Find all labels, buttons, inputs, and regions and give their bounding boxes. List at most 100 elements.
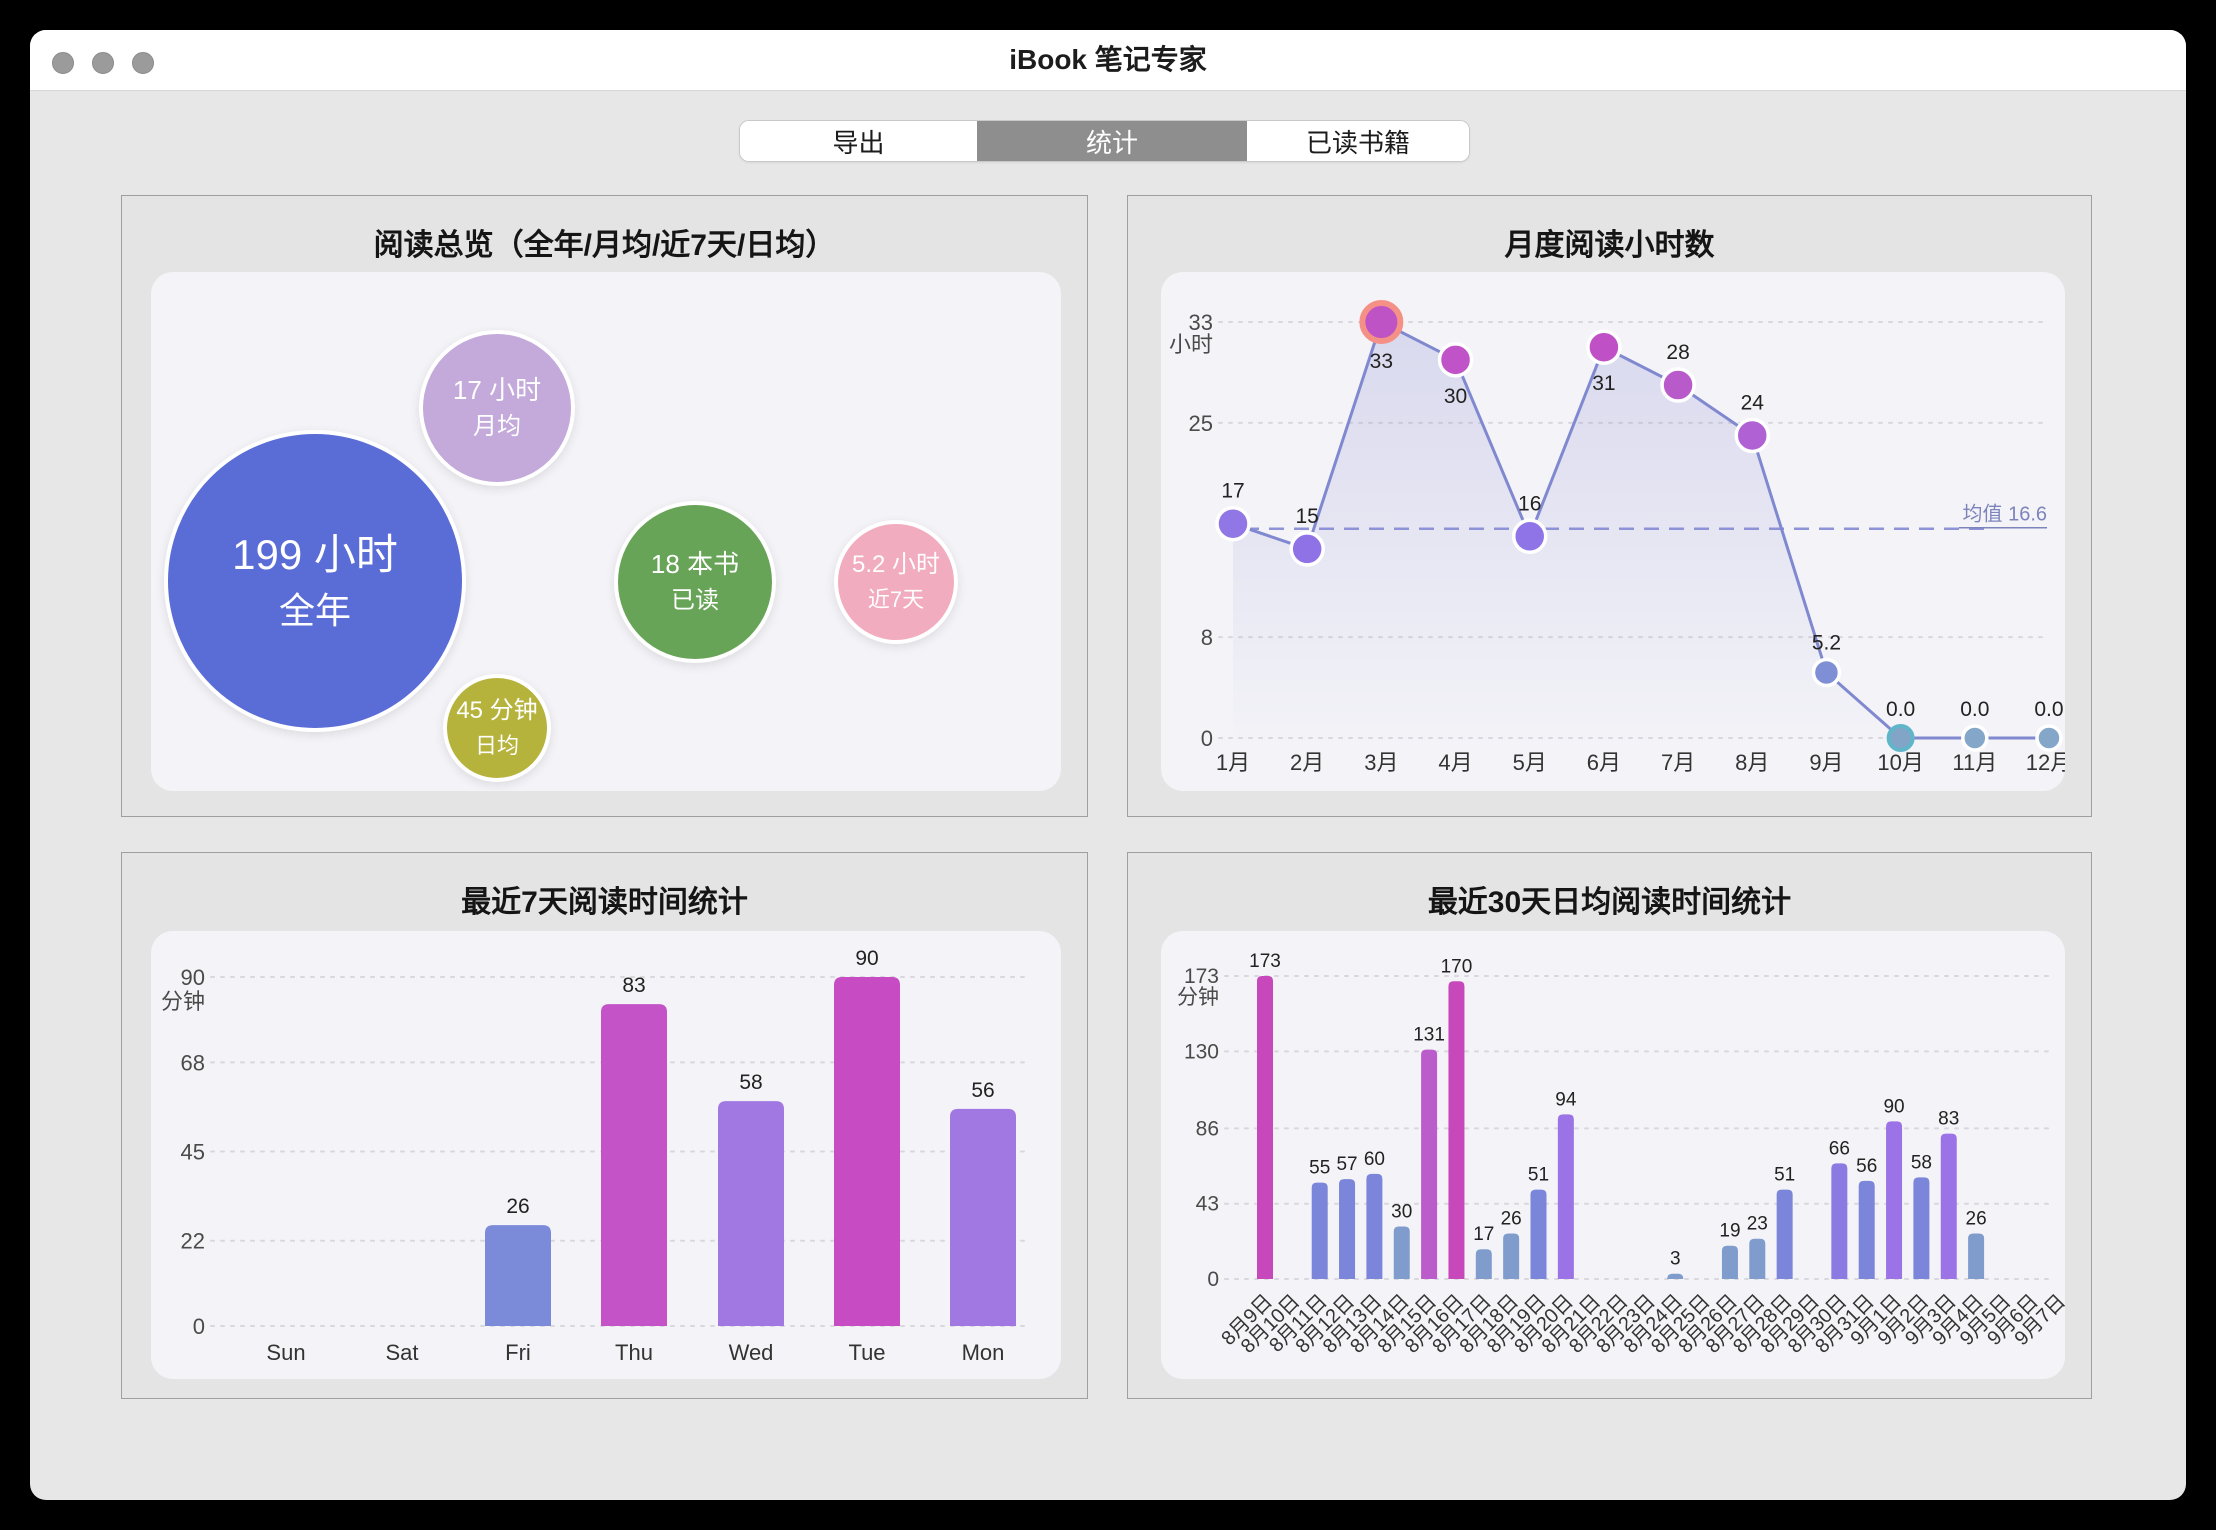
title-bar: iBook 笔记专家 <box>30 30 2186 91</box>
bar[interactable] <box>1858 1180 1875 1279</box>
bubble-label: 全年 <box>278 589 351 631</box>
bar[interactable] <box>1831 1163 1848 1279</box>
panel-overview: 阅读总览（全年/月均/近7天/日均） 199 小时 全年 17 小时 月均 18 本书已… <box>121 195 1088 817</box>
x-axis-label: Thu <box>615 1340 653 1365</box>
point-value-label: 30 <box>1444 385 1467 408</box>
x-axis-label: Mon <box>962 1340 1005 1365</box>
bar[interactable] <box>834 977 900 1326</box>
bar[interactable] <box>1448 981 1465 1279</box>
bar-value-label: 60 <box>1364 1149 1385 1170</box>
data-point[interactable] <box>1811 657 1842 688</box>
svg-text:68: 68 <box>181 1050 205 1075</box>
bubble-value: 18 本书 <box>650 548 740 579</box>
bar[interactable] <box>1776 1189 1793 1279</box>
svg-text:22: 22 <box>181 1229 205 1254</box>
area-fill <box>1233 322 2049 738</box>
x-axis-label: Sat <box>385 1340 418 1365</box>
stat-bubble: 199 小时 全年 <box>164 430 466 732</box>
close-window-button[interactable] <box>52 52 74 74</box>
point-value-label: 0.0 <box>2034 698 2063 721</box>
svg-text:90: 90 <box>181 965 205 990</box>
svg-text:173: 173 <box>1184 965 1219 988</box>
bar-value-label: 26 <box>506 1195 529 1218</box>
bar-value-label: 51 <box>1774 1165 1795 1186</box>
svg-text:分钟: 分钟 <box>161 989 205 1014</box>
tab-export[interactable]: 导出 <box>740 121 977 161</box>
bar-value-label: 26 <box>1966 1208 1987 1229</box>
bar-value-label: 51 <box>1528 1165 1549 1186</box>
tab-read-books[interactable]: 已读书籍 <box>1247 121 1469 161</box>
data-point[interactable] <box>1886 724 1915 752</box>
x-axis-label: 7月 <box>1661 750 1695 775</box>
bubble-value: 45 分钟 <box>456 697 538 725</box>
x-axis-label: 8月 <box>1735 750 1769 775</box>
svg-text:8: 8 <box>1201 625 1213 650</box>
svg-text:130: 130 <box>1184 1040 1219 1063</box>
bar[interactable] <box>1557 1114 1574 1279</box>
x-axis-label: 10月 <box>1877 750 1923 775</box>
bar[interactable] <box>718 1101 784 1326</box>
minimize-window-button[interactable] <box>92 52 114 74</box>
bar[interactable] <box>601 1004 667 1326</box>
data-point[interactable] <box>1660 367 1696 403</box>
bar[interactable] <box>1968 1233 1985 1279</box>
weekly-bar-chart: 0 22 45 68 90 分钟 Sun Sat 26 Fri 83 Thu 58 Wed 90 Tue 56 M… <box>151 931 1061 1379</box>
bar[interactable] <box>950 1108 1016 1326</box>
data-point[interactable] <box>1734 417 1771 454</box>
bar-value-label: 56 <box>971 1079 994 1102</box>
bar[interactable] <box>1913 1177 1930 1279</box>
data-point[interactable] <box>1359 300 1404 345</box>
bar[interactable] <box>1393 1226 1410 1279</box>
point-value-label: 16 <box>1518 492 1541 515</box>
x-axis-label: 3月 <box>1364 750 1398 775</box>
data-point[interactable] <box>1511 518 1548 555</box>
tab-stats[interactable]: 统计 <box>977 121 1247 161</box>
x-axis-label: Wed <box>729 1340 774 1365</box>
point-value-label: 33 <box>1370 350 1393 373</box>
data-point[interactable] <box>1961 724 1989 752</box>
bar-value-label: 66 <box>1829 1138 1850 1159</box>
bar[interactable] <box>1886 1121 1903 1279</box>
bar[interactable] <box>1749 1238 1766 1279</box>
bar[interactable] <box>1339 1179 1356 1279</box>
point-value-label: 5.2 <box>1812 631 1841 654</box>
bar[interactable] <box>1721 1245 1738 1279</box>
bar[interactable] <box>1311 1182 1328 1279</box>
stat-bubble: 17 小时月均 <box>419 330 575 486</box>
point-value-label: 17 <box>1221 480 1244 503</box>
bar[interactable] <box>485 1225 551 1326</box>
bar-value-label: 58 <box>1911 1152 1932 1173</box>
x-axis-label: 2月 <box>1290 750 1324 775</box>
bar-value-label: 170 <box>1441 956 1473 977</box>
bar-value-label: 90 <box>1883 1096 1904 1117</box>
data-point[interactable] <box>1289 531 1325 567</box>
data-point[interactable] <box>2035 724 2063 752</box>
data-point[interactable] <box>1215 505 1251 542</box>
zoom-window-button[interactable] <box>132 52 154 74</box>
bubble-value: 17 小时 <box>452 374 542 405</box>
bar[interactable] <box>1366 1173 1383 1279</box>
bar[interactable] <box>1940 1133 1957 1279</box>
svg-text:小时: 小时 <box>1169 332 1213 357</box>
panel-title: 最近30天日均阅读时间统计 <box>1427 886 1792 919</box>
bar[interactable] <box>1530 1189 1547 1279</box>
bar[interactable] <box>1257 976 1273 1279</box>
bar[interactable] <box>1667 1273 1684 1279</box>
bar[interactable] <box>1421 1049 1438 1279</box>
bar-value-label: 90 <box>855 947 878 970</box>
bar-value-label: 17 <box>1473 1224 1494 1245</box>
bar[interactable] <box>1475 1249 1492 1279</box>
bar-value-label: 94 <box>1555 1089 1577 1110</box>
panel-title: 月度阅读小时数 <box>1504 229 1715 262</box>
bar[interactable] <box>1503 1233 1520 1279</box>
svg-text:0: 0 <box>193 1314 205 1339</box>
data-point[interactable] <box>1437 342 1474 378</box>
svg-text:86: 86 <box>1196 1117 1219 1140</box>
bubble-label: 日均 <box>474 733 519 759</box>
x-axis-label: 4月 <box>1438 750 1472 775</box>
bubble-label: 月均 <box>473 413 521 441</box>
data-point[interactable] <box>1586 329 1622 365</box>
window-title: iBook 笔记专家 <box>1009 44 1207 75</box>
bar-value-label: 131 <box>1413 1025 1445 1046</box>
